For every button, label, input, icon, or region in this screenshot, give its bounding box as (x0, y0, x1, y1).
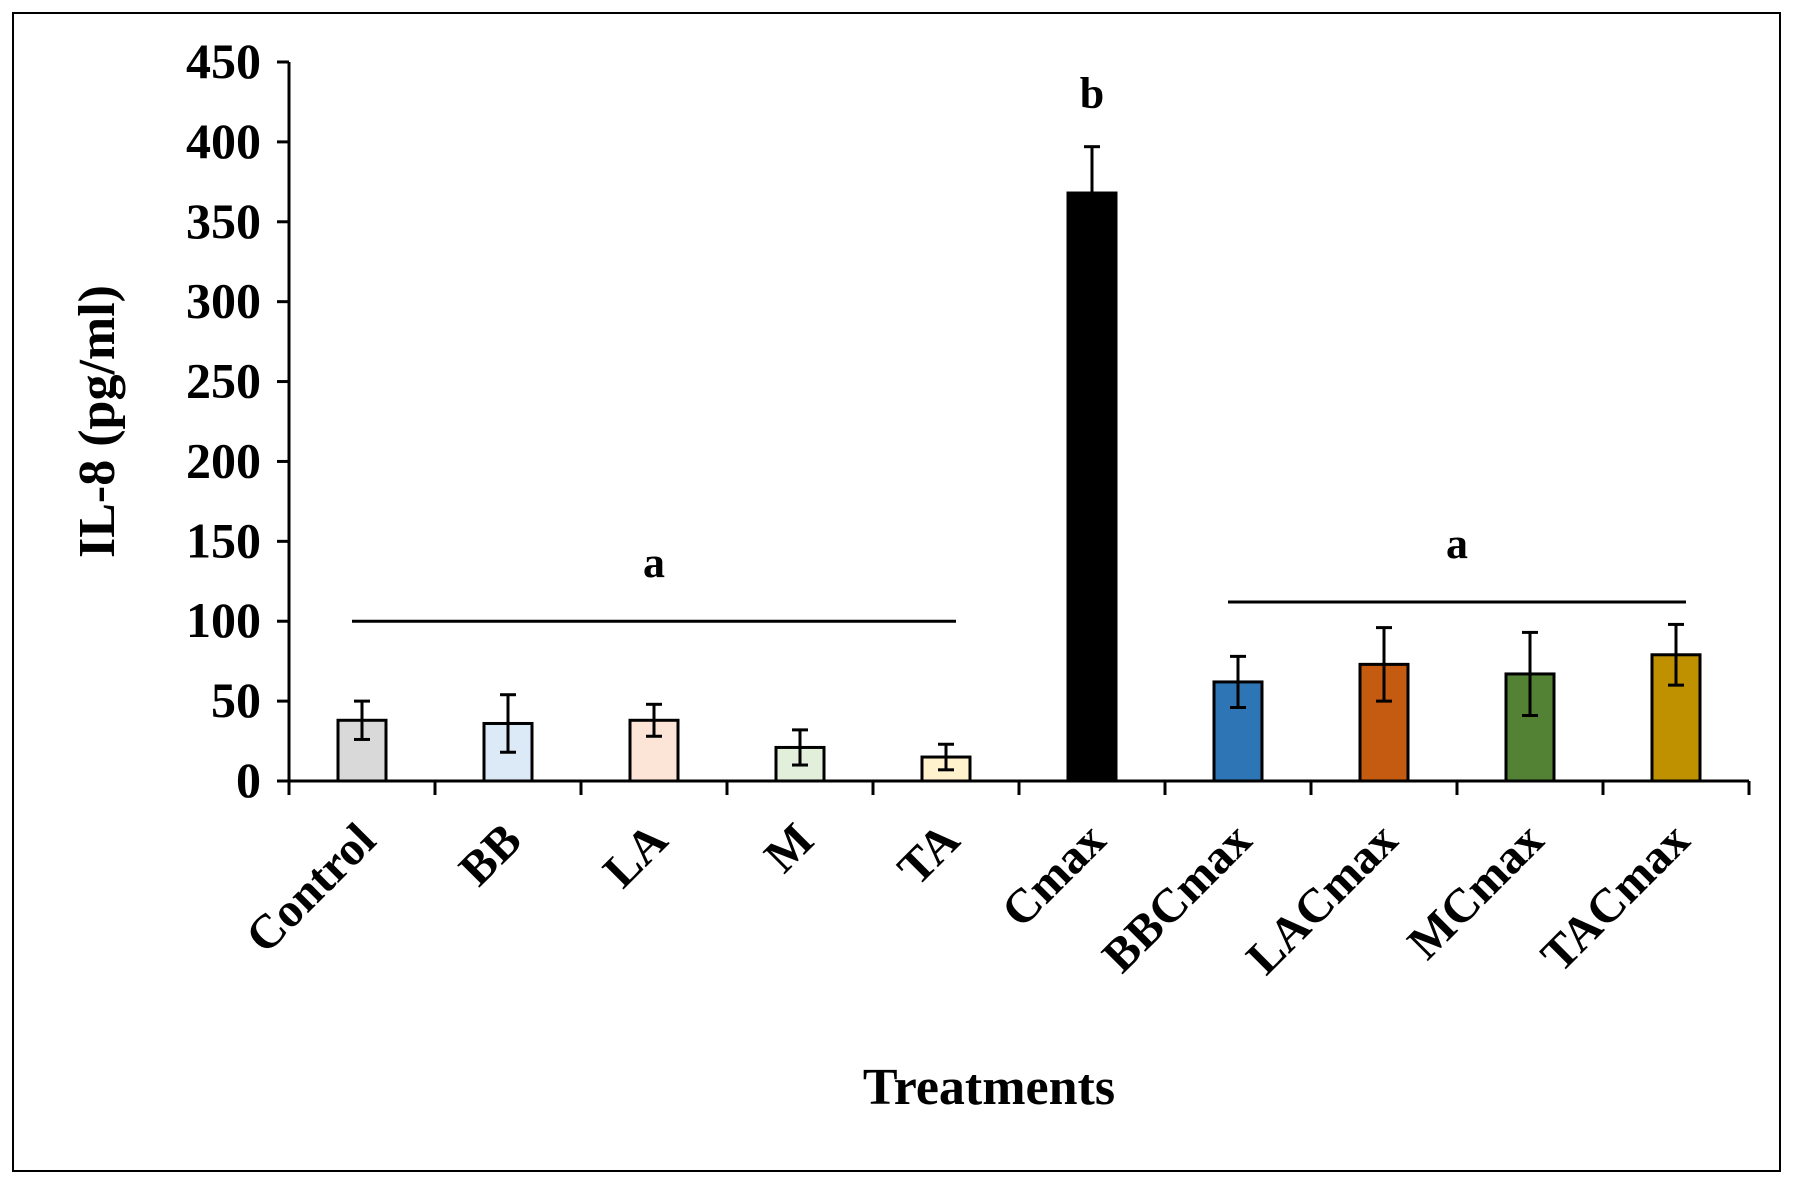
category-label: Control (236, 813, 386, 963)
y-tick-label: 350 (186, 193, 261, 249)
error-bar-ta (938, 742, 954, 772)
significance-letter: a (1446, 519, 1468, 568)
error-bars (354, 145, 1684, 772)
y-tick-label: 450 (186, 33, 261, 89)
bar-chart: 0 50 100 150 200 250 300 350 400 450 a b a Control B… (69, 33, 1751, 1116)
bar-mcmax (1504, 672, 1556, 783)
significance-annotations: a b a (352, 69, 1686, 623)
error-bar-lacmax (1376, 626, 1392, 703)
error-bar-bbcmax (1230, 654, 1246, 710)
y-tick-label: 200 (186, 432, 261, 488)
bar-cmax (1066, 191, 1118, 783)
error-bar-control (354, 699, 370, 741)
significance-letter: b (1080, 69, 1104, 118)
bars (336, 191, 1702, 783)
category-label: Cmax (992, 813, 1116, 937)
error-bar-mcmax (1522, 630, 1538, 717)
y-axis: 0 50 100 150 200 250 300 350 400 450 (186, 33, 291, 808)
category-label: TACmax (1531, 813, 1700, 982)
x-axis (287, 779, 1751, 795)
category-label: MCmax (1398, 813, 1554, 969)
error-bar-tacmax (1668, 622, 1684, 687)
y-axis-title: IL-8 (pg/ml) (69, 285, 126, 558)
error-bar-la (646, 702, 662, 738)
y-tick-label: 100 (186, 592, 261, 648)
y-tick-label: 150 (186, 512, 261, 568)
error-bar-m (792, 728, 808, 767)
category-labels: Control BB LA M TA CmaxBBCmaxLACmaxMCmaxTACma… (236, 813, 1700, 985)
y-tick-label: 300 (186, 273, 261, 329)
y-tick-label: 250 (186, 353, 261, 409)
error-bar-cmax (1084, 145, 1100, 241)
category-label: BBCmax (1092, 813, 1261, 982)
figure-frame: 0 50 100 150 200 250 300 350 400 450 a b a Control B… (12, 12, 1781, 1172)
y-tick-label: 400 (186, 113, 261, 169)
error-bar-bb (500, 693, 516, 754)
category-label: LACmax (1236, 813, 1407, 984)
x-axis-title: Treatments (863, 1059, 1115, 1116)
category-label: LA (593, 813, 678, 898)
significance-letter: a (643, 538, 665, 587)
y-tick-label: 50 (211, 672, 261, 728)
category-label: M (754, 813, 824, 883)
category-label: TA (888, 813, 970, 895)
y-tick-label: 0 (236, 752, 261, 808)
category-label: BB (449, 813, 532, 896)
